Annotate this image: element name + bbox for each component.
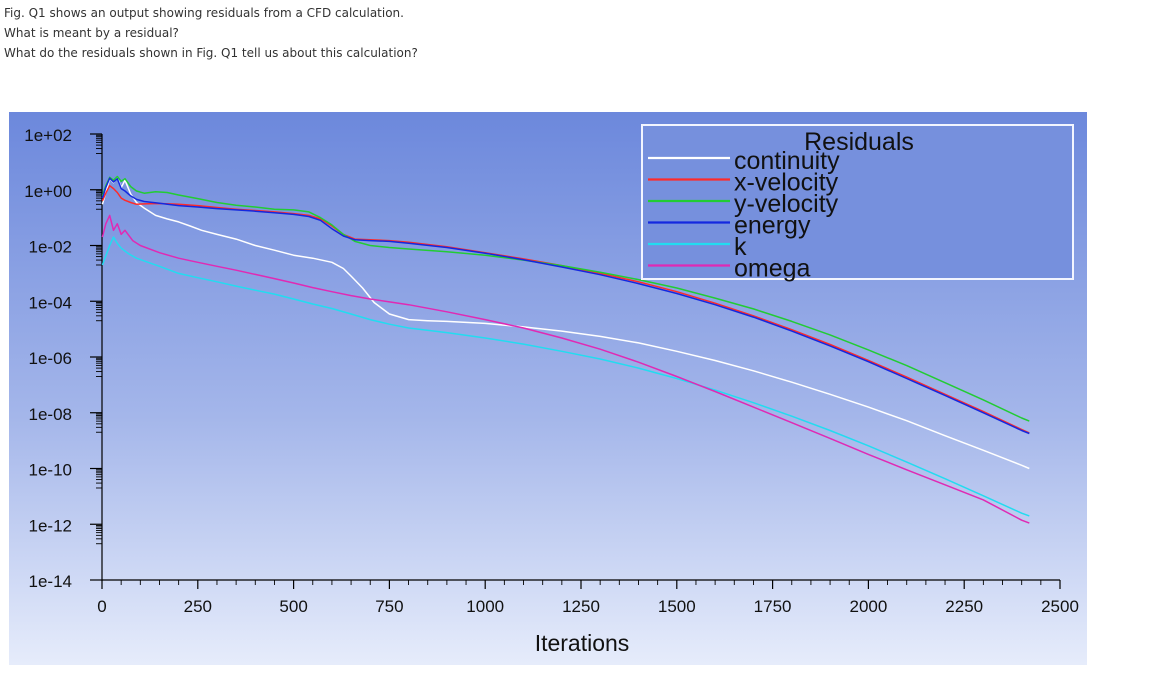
question-line-2: What is meant by a residual? <box>4 26 179 40</box>
series-lines <box>101 175 1030 524</box>
x-tick-label: 2250 <box>945 597 983 616</box>
y-tick-label: 1e-14 <box>29 572 72 591</box>
y-tick-label: 1e+00 <box>24 182 72 201</box>
series-line-energy <box>101 177 1030 435</box>
x-tick-label: 0 <box>97 597 106 616</box>
legend-label-energy: energy <box>734 212 811 240</box>
x-tick-label: 250 <box>184 597 212 616</box>
x-tick-label: 1750 <box>754 597 792 616</box>
x-tick-label: 750 <box>375 597 403 616</box>
legend-title: Residuals <box>804 128 914 156</box>
legend-label-y-velocity: y-velocity <box>734 190 839 218</box>
series-line-k <box>101 236 1030 517</box>
y-tick-label: 1e-10 <box>29 461 72 480</box>
x-tick-label: 1000 <box>466 597 504 616</box>
y-tick-label: 1e-02 <box>29 238 72 257</box>
series-line-omega <box>101 214 1030 524</box>
legend-box <box>641 124 1074 280</box>
legend-label-x-velocity: x-velocity <box>734 169 839 197</box>
y-tick-label: 1e-12 <box>29 516 72 535</box>
y-tick-label: 1e+02 <box>24 126 72 145</box>
series-line-y-velocity <box>101 175 1030 422</box>
y-tick-label: 1e-08 <box>29 405 72 424</box>
legend-label-k: k <box>734 233 747 261</box>
question-line-3: What do the residuals shown in Fig. Q1 t… <box>4 46 418 60</box>
legend: Residualscontinuityx-velocityy-velocitye… <box>641 124 1074 283</box>
y-tick-label: 1e-04 <box>29 293 72 312</box>
y-tick-label: 1e-06 <box>29 349 72 368</box>
x-tick-label: 500 <box>279 597 307 616</box>
x-axis-label: Iterations <box>535 630 630 656</box>
chart-svg: 1e+02 1e+00 1e-02 1e-04 1e-06 1e-08 1e-10 1e-12… <box>9 112 1087 665</box>
x-tick-label: 2000 <box>849 597 887 616</box>
residuals-chart: 1e+02 1e+00 1e-02 1e-04 1e-06 1e-08 1e-10 1e-12… <box>9 112 1087 665</box>
x-tick-label: 1500 <box>658 597 696 616</box>
question-line-1: Fig. Q1 shows an output showing residual… <box>4 6 404 20</box>
axes: 1e+02 1e+00 1e-02 1e-04 1e-06 1e-08 1e-10 1e-12… <box>24 126 1079 616</box>
x-tick-label: 1250 <box>562 597 600 616</box>
legend-label-continuity: continuity <box>734 147 840 175</box>
x-tick-label: 2500 <box>1041 597 1079 616</box>
legend-label-omega: omega <box>734 255 811 283</box>
